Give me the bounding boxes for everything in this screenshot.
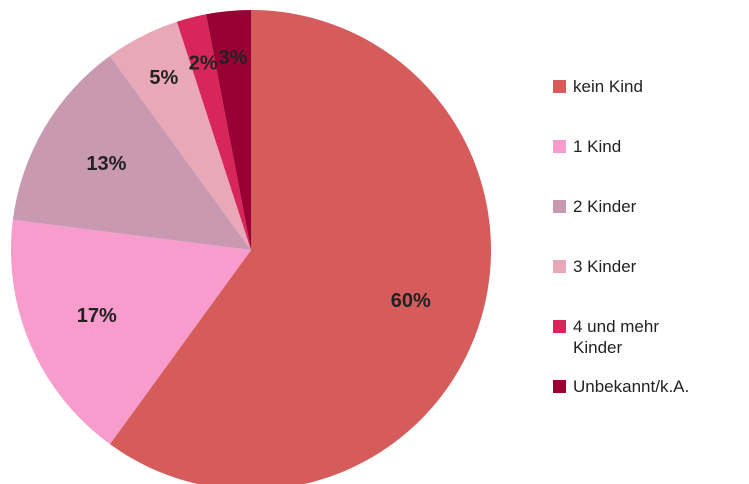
legend-swatch	[553, 200, 566, 213]
data-label: 60%	[391, 290, 431, 312]
legend-swatch	[553, 80, 566, 93]
legend-label: 3 Kinder	[573, 257, 637, 276]
legend-swatch	[553, 260, 566, 273]
legend-item: Unbekannt/k.A.	[553, 376, 708, 397]
legend-item: 3 Kinder	[553, 256, 708, 277]
legend-item: 4 und mehr Kinder	[553, 316, 708, 358]
data-label: 5%	[149, 67, 178, 89]
legend-swatch	[553, 380, 566, 393]
data-label: 2%	[189, 52, 218, 74]
legend-swatch	[553, 320, 566, 333]
pie-slice	[206, 10, 251, 250]
pie-slice	[12, 55, 251, 250]
pie-slice	[109, 21, 251, 251]
pie-slice	[176, 14, 251, 251]
data-label: 13%	[86, 153, 126, 175]
pie-slice	[10, 219, 251, 445]
legend-label: 2 Kinder	[573, 197, 637, 216]
legend-label: 1 Kind	[573, 137, 622, 156]
legend-label: Unbekannt/k.A.	[573, 377, 690, 396]
legend-swatch	[553, 140, 566, 153]
data-label: 17%	[77, 305, 117, 327]
legend-item: 1 Kind	[553, 136, 708, 157]
data-label: 3%	[218, 47, 247, 69]
pie-area: 60% 17% 13% 5% 2% 3%	[10, 10, 491, 484]
legend-label: 4 und mehr Kinder	[573, 317, 659, 357]
legend-label: kein Kind	[573, 77, 643, 96]
legend-item: 2 Kinder	[553, 196, 708, 217]
legend-item: kein Kind	[553, 76, 708, 97]
pie-slice	[109, 10, 491, 484]
